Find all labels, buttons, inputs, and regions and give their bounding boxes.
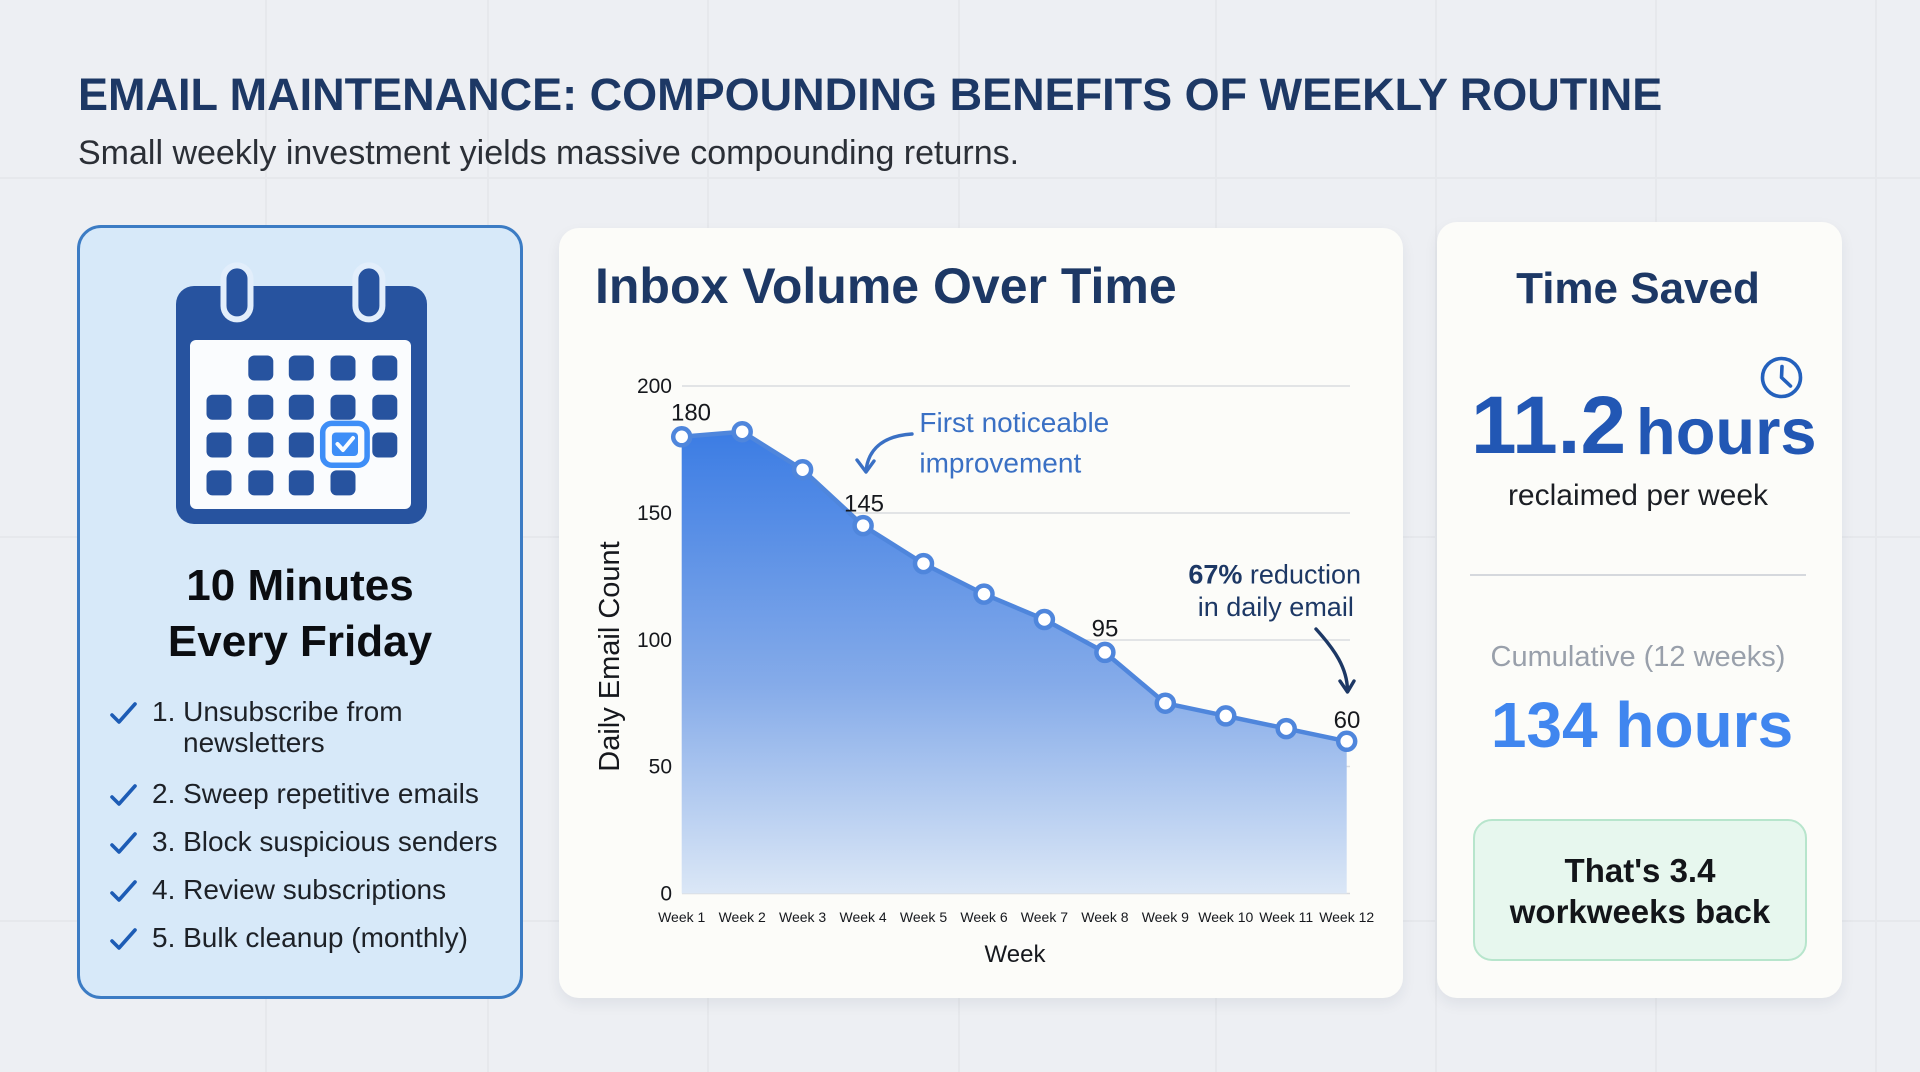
svg-text:Daily Email Count: Daily Email Count <box>594 541 626 771</box>
svg-text:Week 11: Week 11 <box>1259 909 1313 925</box>
svg-text:First noticeable: First noticeable <box>919 407 1109 438</box>
svg-text:67% reduction: 67% reduction <box>1188 560 1361 590</box>
svg-text:180: 180 <box>671 399 711 426</box>
svg-text:Week 1: Week 1 <box>658 909 705 925</box>
svg-text:Week 2: Week 2 <box>719 909 766 925</box>
svg-text:Week 4: Week 4 <box>839 909 886 925</box>
svg-text:145: 145 <box>844 491 884 518</box>
svg-text:Week 10: Week 10 <box>1198 909 1253 925</box>
svg-text:improvement: improvement <box>919 447 1081 478</box>
svg-text:Week 3: Week 3 <box>779 909 826 925</box>
svg-text:Week 9: Week 9 <box>1142 909 1189 925</box>
svg-text:Week: Week <box>985 941 1047 968</box>
svg-text:50: 50 <box>649 756 672 779</box>
svg-text:Week 7: Week 7 <box>1021 909 1068 925</box>
svg-text:95: 95 <box>1092 615 1119 642</box>
svg-text:60: 60 <box>1334 707 1361 734</box>
svg-text:in daily email: in daily email <box>1198 592 1354 622</box>
svg-text:Week 8: Week 8 <box>1081 909 1128 925</box>
svg-text:Week 5: Week 5 <box>900 909 947 925</box>
svg-text:Week 6: Week 6 <box>960 909 1007 925</box>
svg-text:150: 150 <box>637 502 672 525</box>
svg-text:Week 12: Week 12 <box>1319 909 1374 925</box>
svg-text:100: 100 <box>637 629 672 652</box>
svg-text:0: 0 <box>660 883 672 906</box>
svg-text:200: 200 <box>637 375 672 398</box>
